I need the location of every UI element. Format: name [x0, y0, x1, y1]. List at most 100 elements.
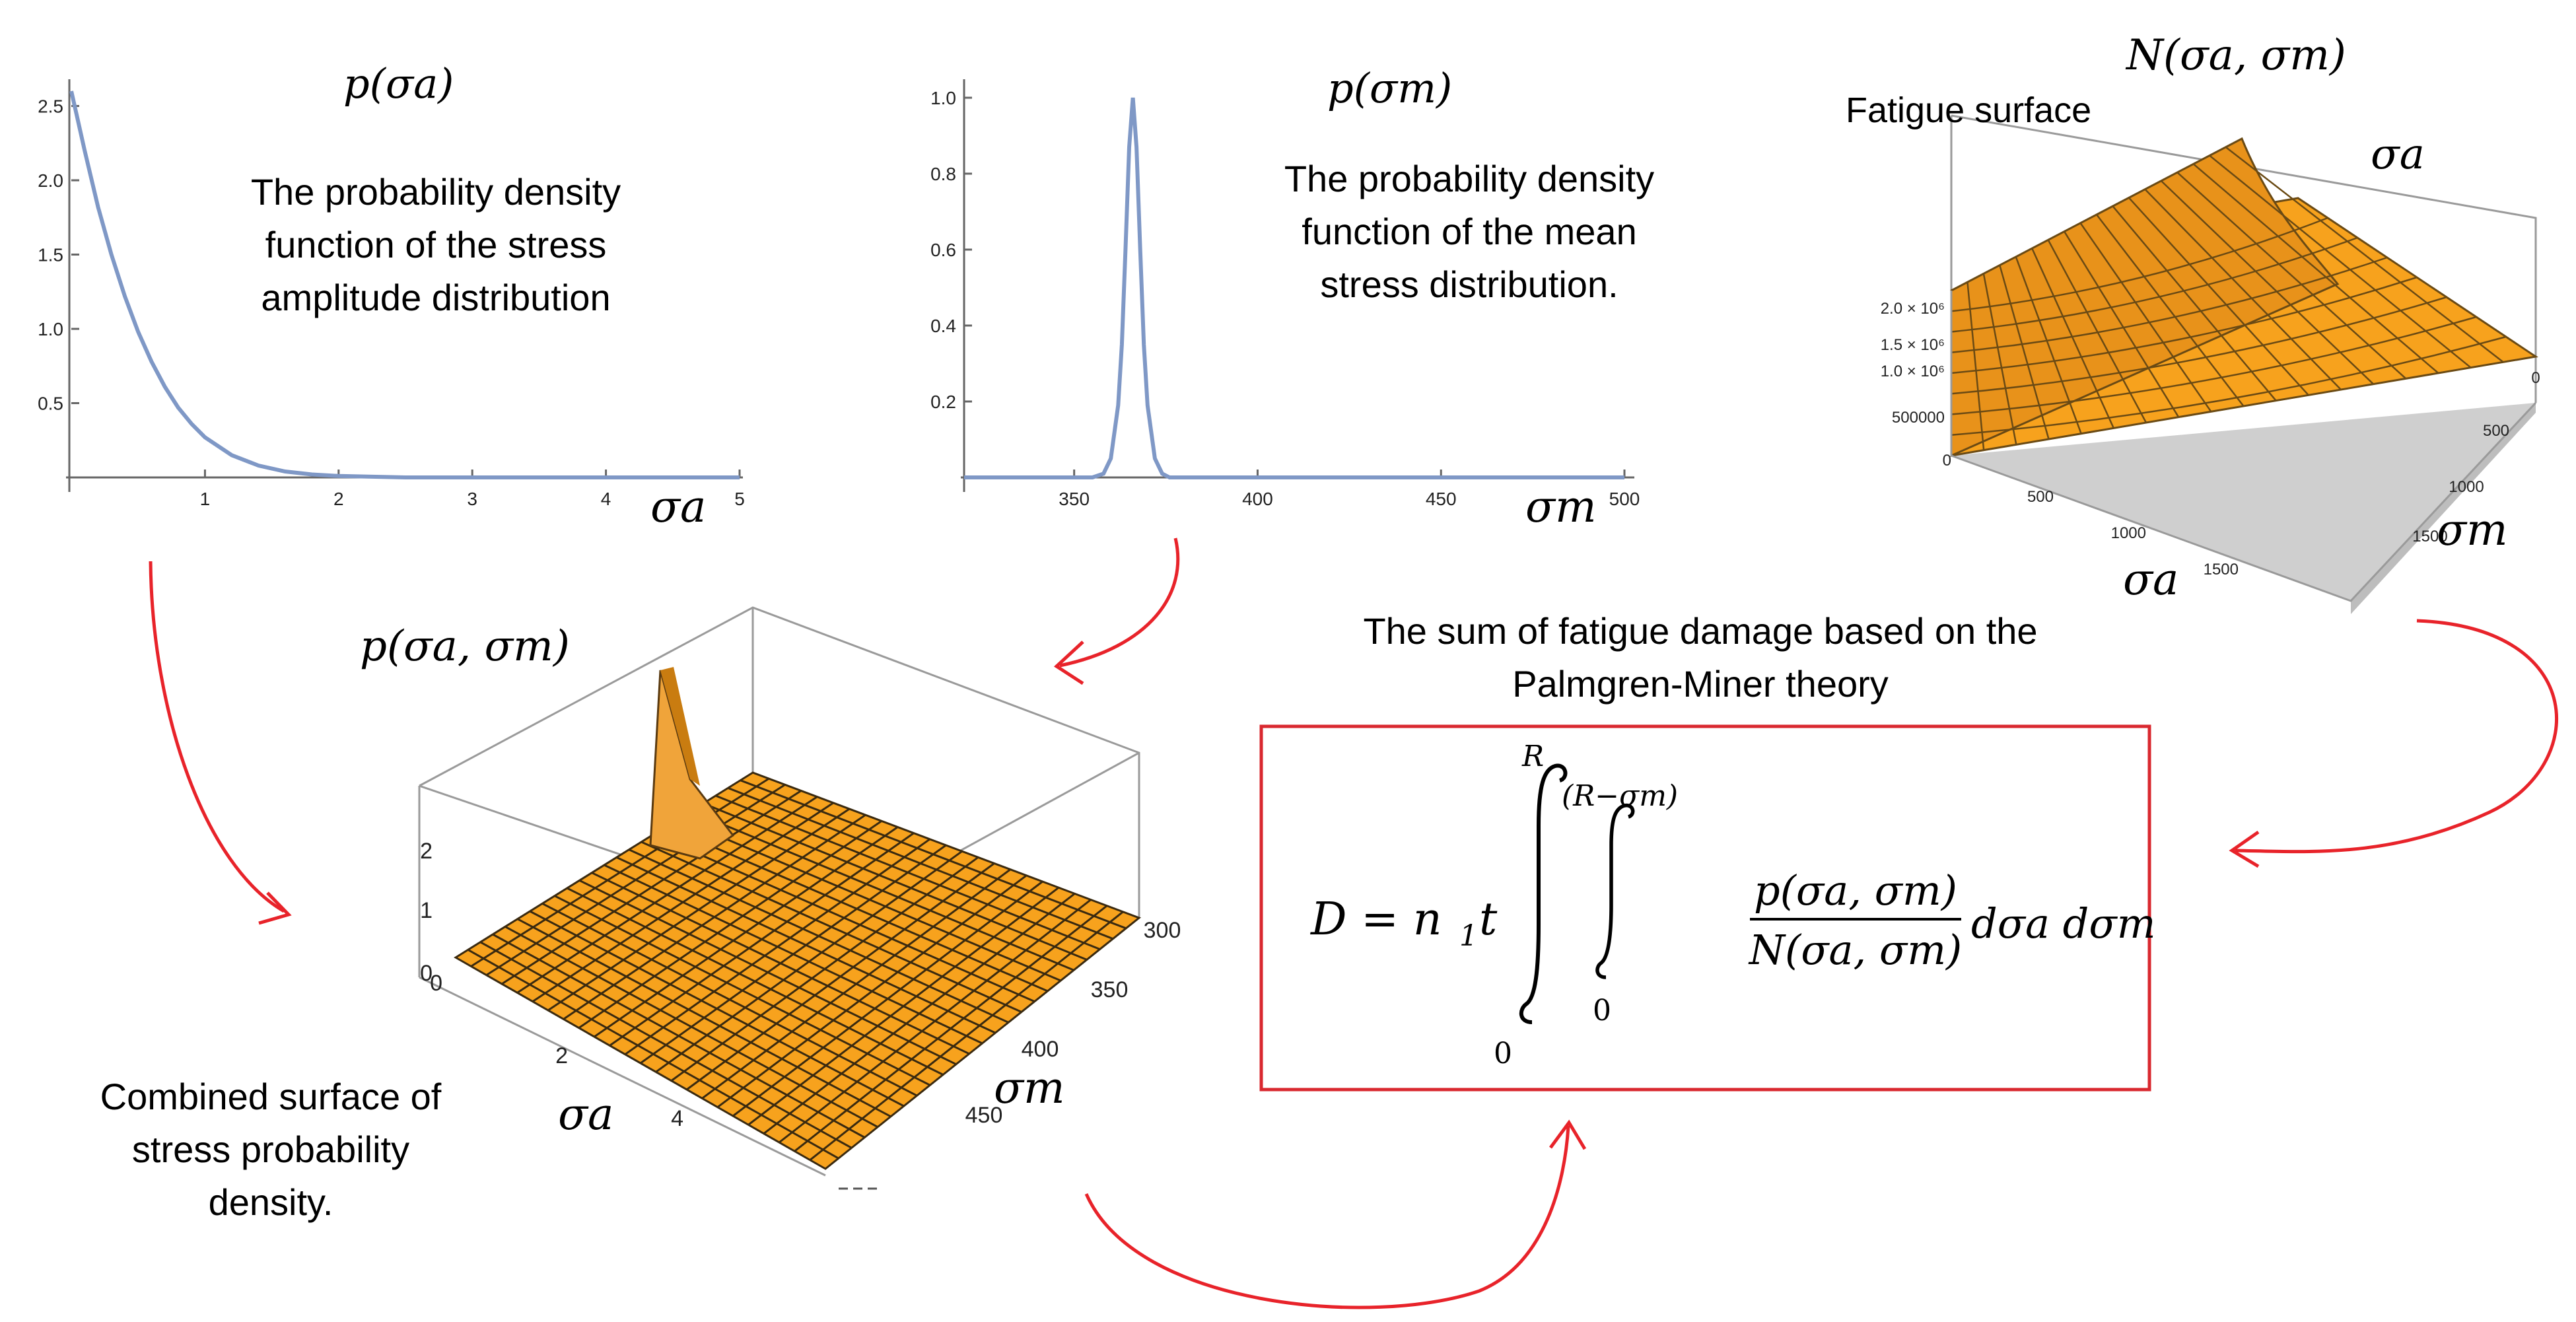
outer-lower-limit: 0 — [1494, 1037, 1512, 1070]
mesh-line — [779, 899, 1092, 1144]
fraction-numerator: p(σa, σm) — [1754, 866, 1957, 915]
tick-label: 2.0 × 10⁶ — [1881, 300, 1945, 318]
tick-label: 1500 — [2412, 528, 2447, 545]
mesh-line — [2079, 223, 2212, 413]
arrow-heads — [258, 641, 2260, 1150]
a-ticks: 0 2 4 — [430, 971, 683, 1131]
outer-upper-limit: R — [1521, 740, 1544, 773]
mesh-line — [1951, 217, 2328, 312]
density-peak — [649, 670, 735, 860]
panel-joint-density: 0 1 2 0 2 4 300 350 400 450 p(σa, σm) σa σm Com… — [100, 606, 1181, 1223]
equation-lhs-t: t — [1479, 893, 1498, 946]
arrow-joint-to-equation — [1084, 1125, 1570, 1309]
tick-label: 0 — [420, 961, 433, 986]
density-peak-shade — [660, 667, 700, 786]
arrowhead — [1053, 641, 1084, 685]
mesh-line — [740, 779, 1127, 930]
arrow-fatigue-to-equation — [2235, 619, 2559, 854]
tick-label: 500 — [2483, 422, 2509, 440]
tick-label: 1500 — [2204, 561, 2239, 578]
mesh-line — [727, 786, 1113, 940]
tick-label: 450 — [965, 1103, 1003, 1128]
y-tick-label: 1.5 — [38, 245, 63, 265]
description-line-1: Combined surface of — [100, 1076, 442, 1117]
description-line-1: The probability density — [1284, 158, 1654, 199]
axis-a-top-label: σa — [2371, 130, 2425, 179]
x-tick-label: 5 — [734, 489, 745, 509]
inner-lower-limit: 0 — [1593, 994, 1611, 1027]
mesh-line — [1967, 282, 1985, 450]
flow-arrows — [149, 538, 2559, 1309]
description-line-3: density. — [209, 1181, 333, 1223]
tick-label: 350 — [1091, 977, 1129, 1002]
mesh-line — [2144, 188, 2342, 390]
mesh-line — [2176, 172, 2407, 380]
panel-title: p(σm) — [1327, 64, 1452, 112]
surface-side — [2351, 403, 2536, 614]
mesh-line — [2015, 256, 2082, 435]
surface-mesh — [468, 777, 1127, 1161]
inner-upper-limit: (R−σm) — [1562, 779, 1678, 813]
mesh-line — [1951, 236, 2358, 333]
tick-label: 1000 — [2449, 478, 2484, 496]
z-ticks: 500000 1.0 × 10⁶ 1.5 × 10⁶ 2.0 × 10⁶ — [1881, 300, 1945, 427]
fraction-denominator: N(σa, σm) — [1748, 926, 1962, 974]
fatigue-surface-label: Fatigue surface — [1846, 90, 2091, 130]
x-tick-label: 1 — [200, 489, 211, 509]
y-tick-label: 0.6 — [930, 240, 956, 260]
arrowhead — [258, 891, 292, 925]
mesh-line — [809, 911, 1124, 1161]
x-tick-label: 400 — [1242, 489, 1273, 509]
x-tick-label: 350 — [1059, 489, 1090, 509]
pdf-mean-curve — [964, 97, 1624, 479]
inner-integral-sign — [1595, 803, 1635, 979]
x-axis-label: σm — [1525, 481, 1597, 532]
x-tick-label: 2 — [333, 489, 344, 509]
description-line-2: function of the mean — [1302, 211, 1636, 252]
x-ticks: 350 400 450 500 — [1059, 470, 1640, 509]
tick-label: 500 — [2027, 488, 2054, 506]
panel-mean-stress: 0.2 0.4 0.6 0.8 1.0 350 400 450 500 p(σm) The p… — [930, 64, 1654, 532]
description-line-3: amplitude distribution — [261, 277, 610, 318]
tick-label: 400 — [1022, 1037, 1059, 1062]
tick-label: 0 — [1943, 452, 1951, 470]
a-ticks: 0 500 1000 1500 — [1943, 452, 2239, 578]
description-line-2: function of the stress — [265, 224, 607, 265]
mesh-line — [2225, 146, 2504, 363]
axis-m-label: σm — [2437, 504, 2508, 555]
mesh-line — [2047, 239, 2147, 423]
damage-description-line-2: Palmgren-Miner theory — [1512, 663, 1889, 705]
z-ticks: 0 1 2 — [420, 839, 433, 986]
box-edge — [419, 976, 826, 1177]
axis-a-bottom-label: σa — [2123, 554, 2178, 605]
y-ticks: 0.5 1.0 1.5 2.0 2.5 — [38, 96, 79, 414]
x-tick-label: 3 — [467, 489, 477, 509]
mesh-line — [2112, 205, 2277, 401]
box-edge — [1950, 291, 2537, 602]
x-axis-label: σa — [650, 481, 706, 532]
axis-m-label: σm — [994, 1062, 1065, 1113]
y-tick-label: 0.5 — [38, 394, 63, 414]
mesh-line — [2128, 197, 2309, 396]
panel-title: p(σa) — [343, 59, 454, 108]
arrow-amplitude-to-joint — [149, 561, 285, 913]
mesh-line — [2064, 230, 2180, 418]
mesh-line — [1951, 276, 2418, 374]
tick-label: 1 — [420, 898, 433, 923]
mesh-line — [1951, 296, 2447, 395]
x-tick-label: 500 — [1609, 489, 1640, 509]
m-ticks: 300 350 400 450 — [965, 918, 1181, 1128]
mesh-line — [1951, 256, 2388, 353]
damage-description-line-1: The sum of fatigue damage based on the — [1363, 610, 2037, 652]
description-line-2: stress probability — [132, 1129, 409, 1170]
tick-label: 2 — [555, 1043, 568, 1068]
tick-label: 0 — [430, 971, 442, 996]
mesh-line — [1982, 273, 2017, 445]
surface-floor — [1951, 403, 2536, 601]
tick-label: 300 — [1144, 918, 1181, 943]
description-line-3: stress distribution. — [1320, 263, 1618, 305]
equation-lhs: D = n — [1309, 893, 1442, 946]
tick-label: 1.0 × 10⁶ — [1881, 363, 1945, 380]
surface-mesh — [1951, 146, 2507, 450]
